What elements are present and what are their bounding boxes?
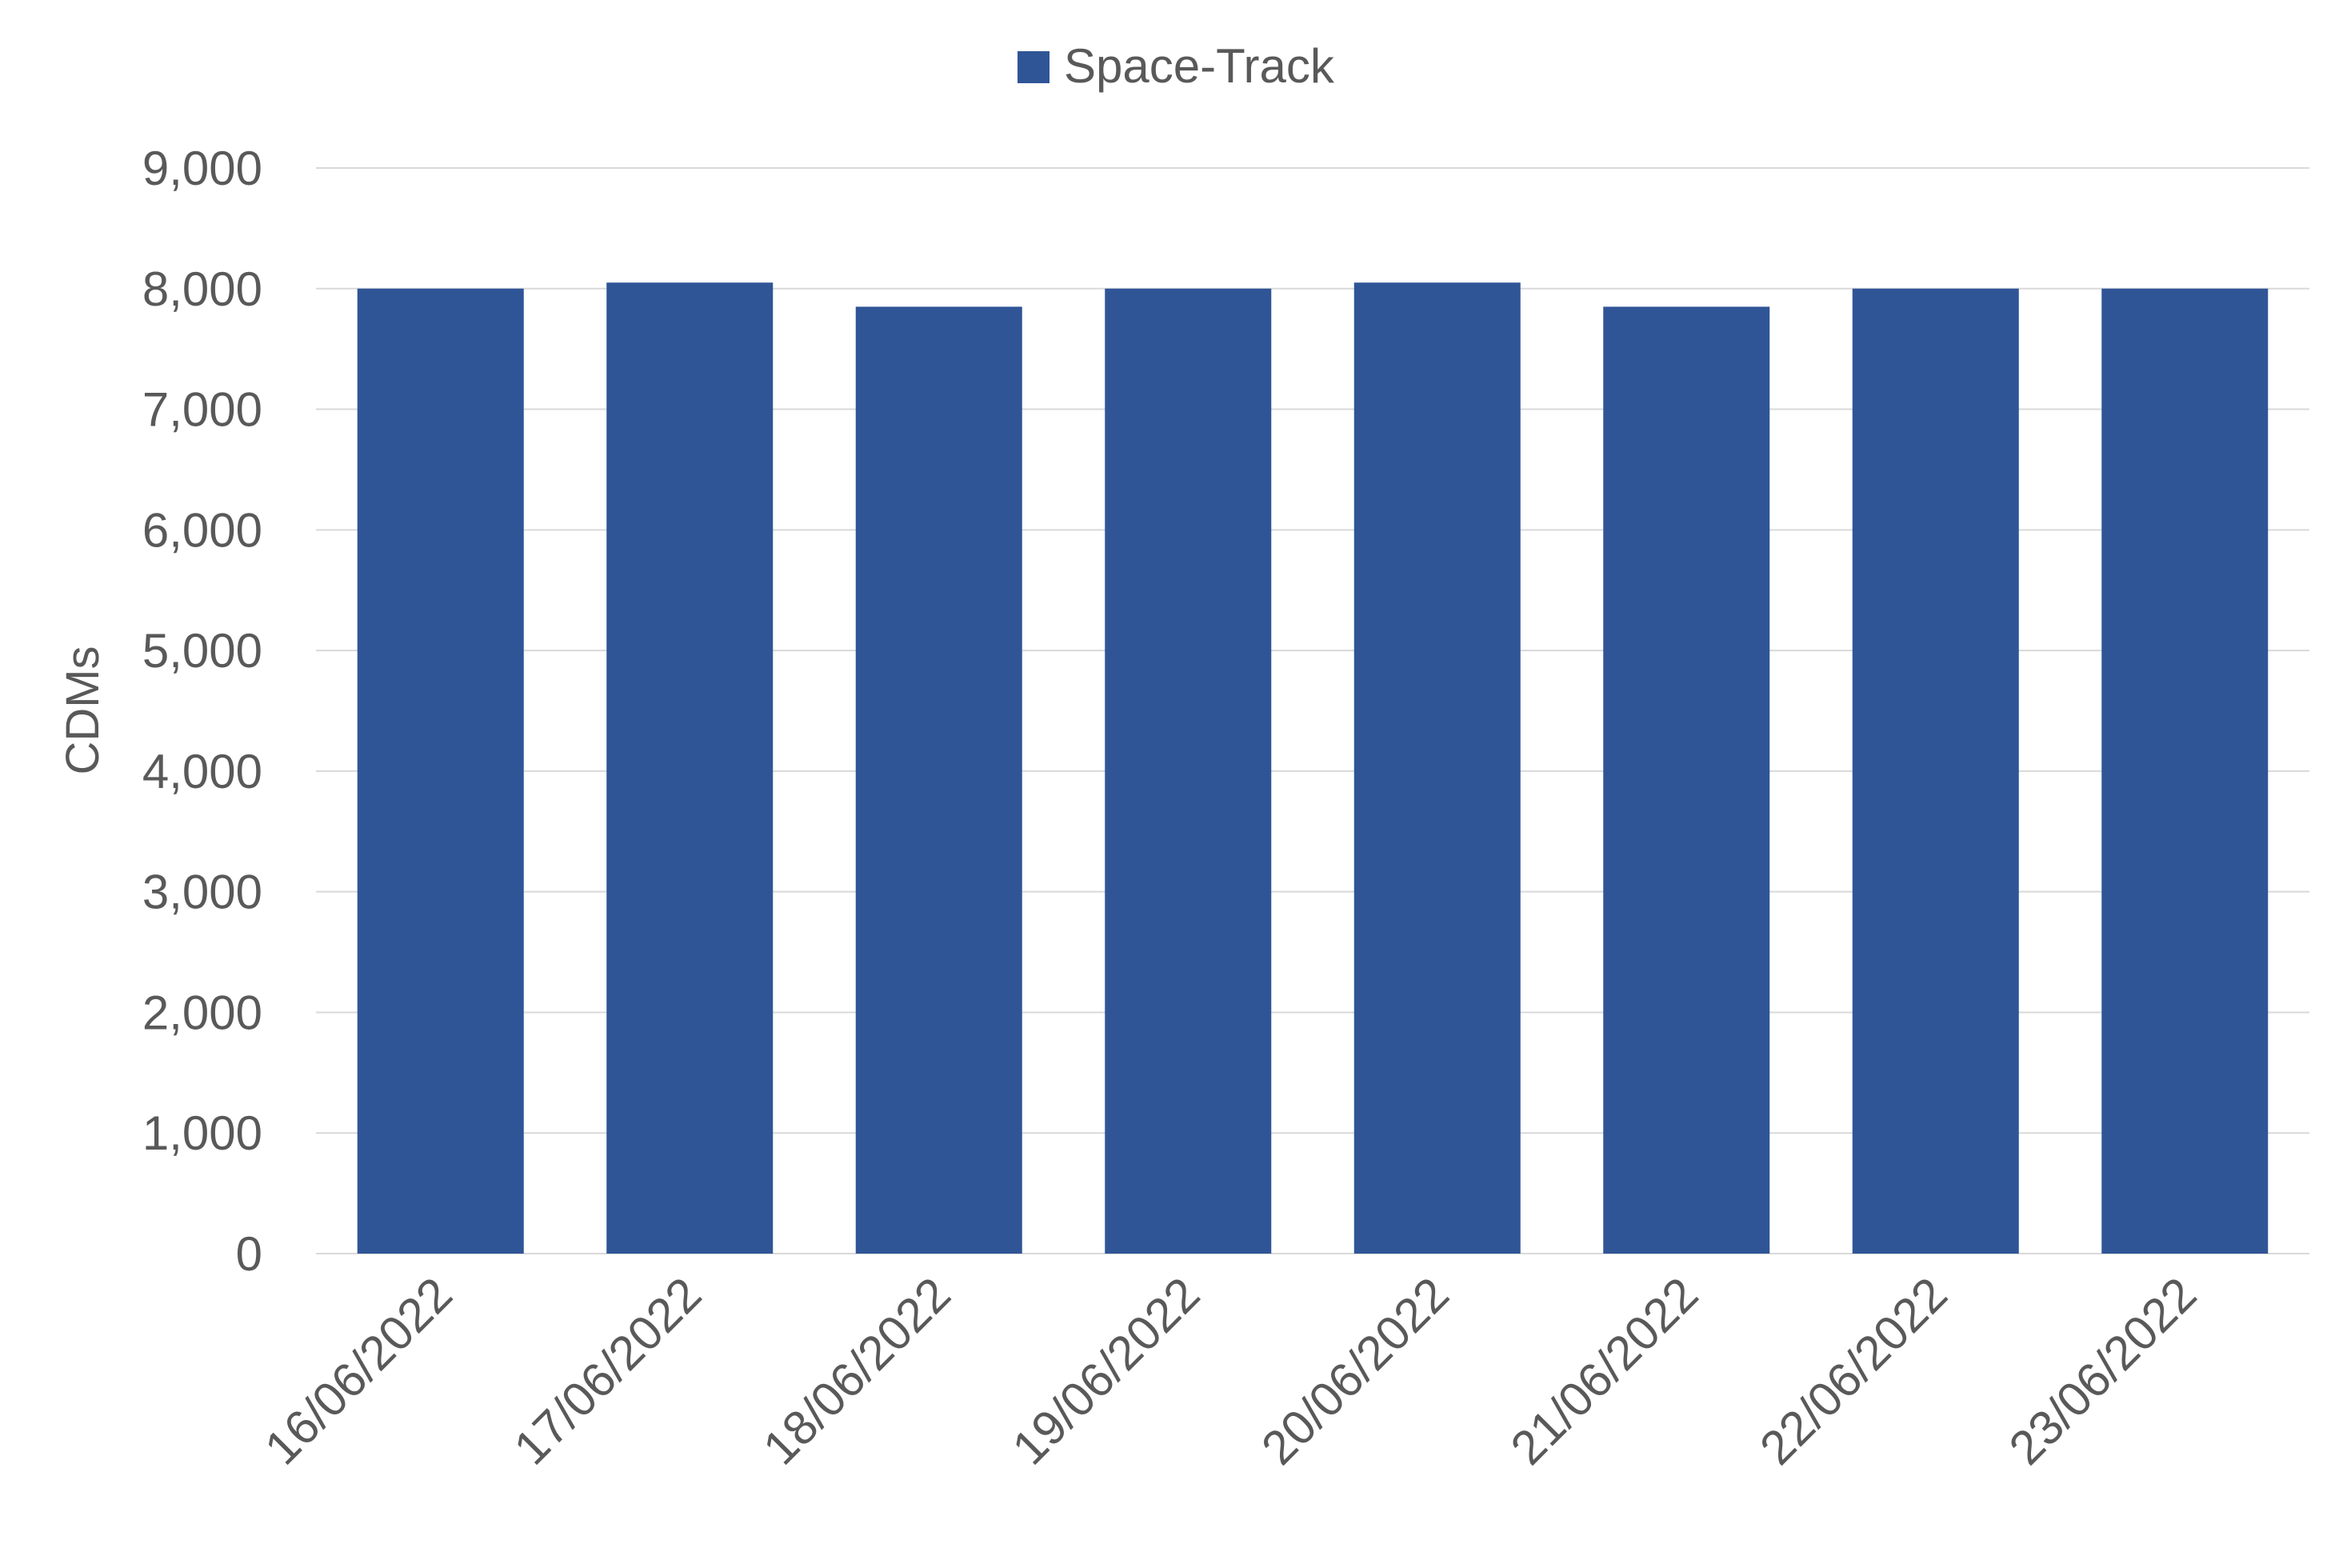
bar xyxy=(2101,288,2269,1254)
bar xyxy=(855,306,1022,1254)
y-axis-title: CDMs xyxy=(57,646,109,774)
x-tick-label: 21/06/2022 xyxy=(1501,1267,1709,1475)
bar xyxy=(1353,282,1521,1254)
y-tick-label: 0 xyxy=(236,1227,262,1281)
y-tick-label: 9,000 xyxy=(142,142,262,195)
x-tick-label: 17/06/2022 xyxy=(504,1267,712,1475)
legend: Space-Track xyxy=(1018,39,1335,93)
legend-label-space-track: Space-Track xyxy=(1064,39,1335,93)
x-tick-label: 16/06/2022 xyxy=(254,1267,462,1475)
bar xyxy=(1603,306,1770,1254)
y-tick-label: 4,000 xyxy=(142,745,262,798)
bar xyxy=(606,282,774,1254)
y-tick-label: 8,000 xyxy=(142,262,262,316)
x-tick-label: 20/06/2022 xyxy=(1251,1267,1459,1475)
x-tick-label: 23/06/2022 xyxy=(1999,1267,2207,1475)
x-tick-label: 22/06/2022 xyxy=(1749,1267,1957,1475)
x-axis-tick-labels: 16/06/2022 17/06/2022 18/06/2022 19/06/2022… xyxy=(254,1267,2206,1475)
y-tick-label: 7,000 xyxy=(142,383,262,437)
bar xyxy=(1852,288,2019,1254)
y-axis-tick-labels: 0 1,000 2,000 3,000 4,000 5,000 6,000 7,000 8,00… xyxy=(142,142,262,1281)
y-tick-label: 6,000 xyxy=(142,503,262,557)
bar xyxy=(357,288,524,1254)
x-tick-label: 19/06/2022 xyxy=(1002,1267,1210,1475)
y-tick-label: 3,000 xyxy=(142,866,262,919)
bar xyxy=(1105,288,1272,1254)
y-tick-label: 1,000 xyxy=(142,1106,262,1160)
legend-swatch xyxy=(1018,51,1050,83)
bars xyxy=(357,282,2269,1254)
y-tick-label: 2,000 xyxy=(142,986,262,1039)
x-tick-label: 18/06/2022 xyxy=(753,1267,961,1475)
y-tick-label: 5,000 xyxy=(142,624,262,678)
